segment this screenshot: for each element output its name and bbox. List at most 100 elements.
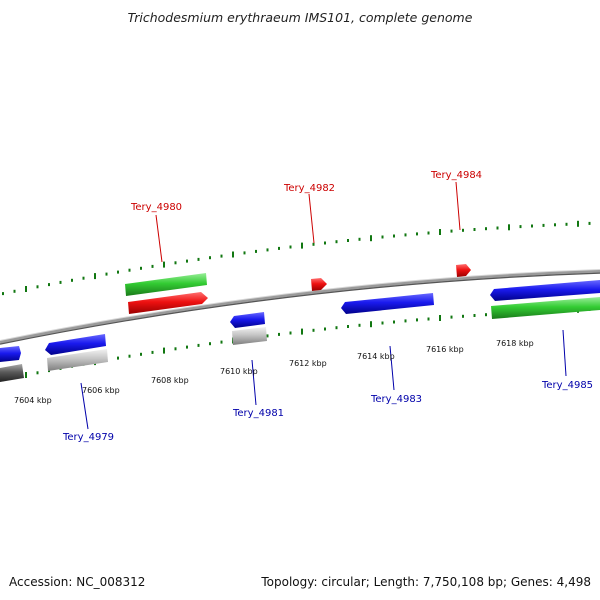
tick-label-7616: 7616 kbp — [426, 345, 464, 354]
gc-upper-mark — [186, 259, 188, 263]
leader-tery-4980 — [155, 214, 163, 263]
gc-upper-mark — [531, 224, 533, 228]
gc-lower-mark — [393, 320, 395, 324]
gc-lower-mark — [174, 347, 177, 351]
gc-upper-mark — [473, 228, 476, 231]
gc-upper-mark — [370, 235, 372, 242]
gc-lower-mark — [220, 340, 223, 344]
gc-upper-mark — [381, 235, 384, 239]
cds-green-4985 — [491, 297, 600, 319]
gc-lower-mark — [427, 317, 430, 321]
gene-leader-lines — [80, 181, 567, 430]
cds-tery-4982 — [311, 278, 327, 291]
gc-upper-mark — [128, 268, 131, 272]
gc-upper-mark — [71, 278, 73, 282]
gc-lower-mark — [151, 350, 154, 354]
gc-upper-mark — [462, 228, 464, 232]
tick-label-7606: 7606 kbp — [82, 386, 120, 395]
gc-lower-mark — [140, 352, 142, 356]
gc-upper-mark — [358, 237, 361, 241]
backbone-highlight — [0, 269, 600, 341]
gc-lower-mark — [117, 356, 119, 360]
gc-lower-mark — [358, 323, 361, 327]
gc-lower-mark — [289, 331, 292, 335]
cds-dark-left-edge — [0, 364, 24, 382]
gc-upper-mark — [508, 224, 510, 231]
cds-tery-4983 — [341, 293, 434, 314]
gene-label-tery-4982: Tery_4982 — [283, 183, 335, 194]
cds-green-4980 — [125, 273, 207, 296]
gc-upper-mark — [151, 264, 154, 268]
gc-upper-mark — [393, 234, 395, 238]
cds-tery-4984 — [456, 264, 471, 277]
gc-lower-mark — [462, 314, 464, 318]
gc-lower-mark — [347, 325, 349, 328]
gene-label-tery-4981: Tery_4981 — [232, 408, 284, 419]
gc-upper-mark — [554, 223, 556, 227]
gc-upper-mark — [36, 285, 39, 289]
gc-upper-mark — [140, 266, 142, 270]
gc-upper-mark — [565, 222, 568, 226]
gc-upper-mark — [255, 249, 257, 253]
cds-reverse-left-edge — [0, 346, 21, 362]
gc-lower-mark — [209, 342, 211, 346]
gc-upper-mark — [485, 227, 487, 231]
gc-upper-mark — [335, 240, 338, 244]
footer-accession: Accession: NC_008312 — [9, 575, 146, 589]
cds-tery-4981 — [230, 312, 265, 328]
gc-lower-mark — [278, 332, 280, 336]
gc-lower-mark — [381, 321, 384, 325]
gene-label-tery-4985: Tery_4985 — [541, 380, 593, 391]
gc-upper-mark — [82, 276, 85, 280]
gc-upper-mark — [266, 248, 269, 252]
gc-upper-mark — [117, 270, 119, 274]
tick-label-7604: 7604 kbp — [14, 396, 52, 405]
tick-label-7618: 7618 kbp — [496, 339, 534, 348]
cds-track — [0, 264, 600, 382]
cds-gray-4981 — [232, 327, 267, 345]
gc-track-upper — [2, 220, 591, 296]
gc-lower-mark — [416, 318, 418, 322]
gc-upper-mark — [439, 229, 441, 235]
gc-upper-mark — [13, 289, 16, 293]
gc-upper-mark — [450, 229, 453, 233]
tick-label-7612: 7612 kbp — [289, 359, 327, 368]
gc-upper-mark — [324, 241, 326, 245]
gc-lower-mark — [370, 321, 372, 328]
gc-upper-mark — [59, 280, 62, 284]
leader-tery-4979 — [80, 382, 89, 430]
leader-tery-4984 — [455, 181, 461, 231]
gc-upper-mark — [347, 239, 349, 242]
gene-label-tery-4984: Tery_4984 — [430, 170, 482, 181]
gc-upper-mark — [243, 251, 246, 255]
gc-upper-mark — [174, 261, 177, 265]
backbone-track — [0, 269, 600, 345]
gc-lower-mark — [439, 315, 441, 321]
map-title: Trichodesmium erythraeum IMS101, complet… — [127, 10, 473, 25]
leader-tery-4985 — [562, 329, 567, 377]
leader-tery-4982 — [308, 193, 315, 244]
gc-upper-mark — [278, 246, 280, 250]
gc-upper-mark — [588, 221, 591, 225]
gc-lower-mark — [335, 326, 338, 330]
gc-upper-mark — [2, 292, 4, 296]
gc-lower-mark — [485, 313, 487, 317]
gc-lower-mark — [128, 354, 131, 358]
gc-upper-mark — [163, 261, 165, 268]
tick-label-7608: 7608 kbp — [151, 376, 189, 385]
gc-upper-mark — [48, 283, 50, 287]
cds-tery-4985 — [490, 280, 600, 301]
gc-upper-mark — [220, 254, 223, 258]
tick-label-7614: 7614 kbp — [357, 352, 395, 361]
cds-tery-4980 — [128, 292, 208, 314]
gc-upper-mark — [25, 286, 27, 292]
gc-upper-mark — [519, 225, 522, 229]
gc-upper-mark — [404, 233, 407, 237]
backbone-shadow — [0, 272, 600, 345]
gene-label-tery-4980: Tery_4980 — [130, 202, 182, 213]
gc-upper-mark — [209, 256, 211, 260]
gc-lower-mark — [266, 334, 269, 338]
leader-tery-4983 — [389, 345, 395, 391]
gc-lower-mark — [312, 328, 315, 332]
